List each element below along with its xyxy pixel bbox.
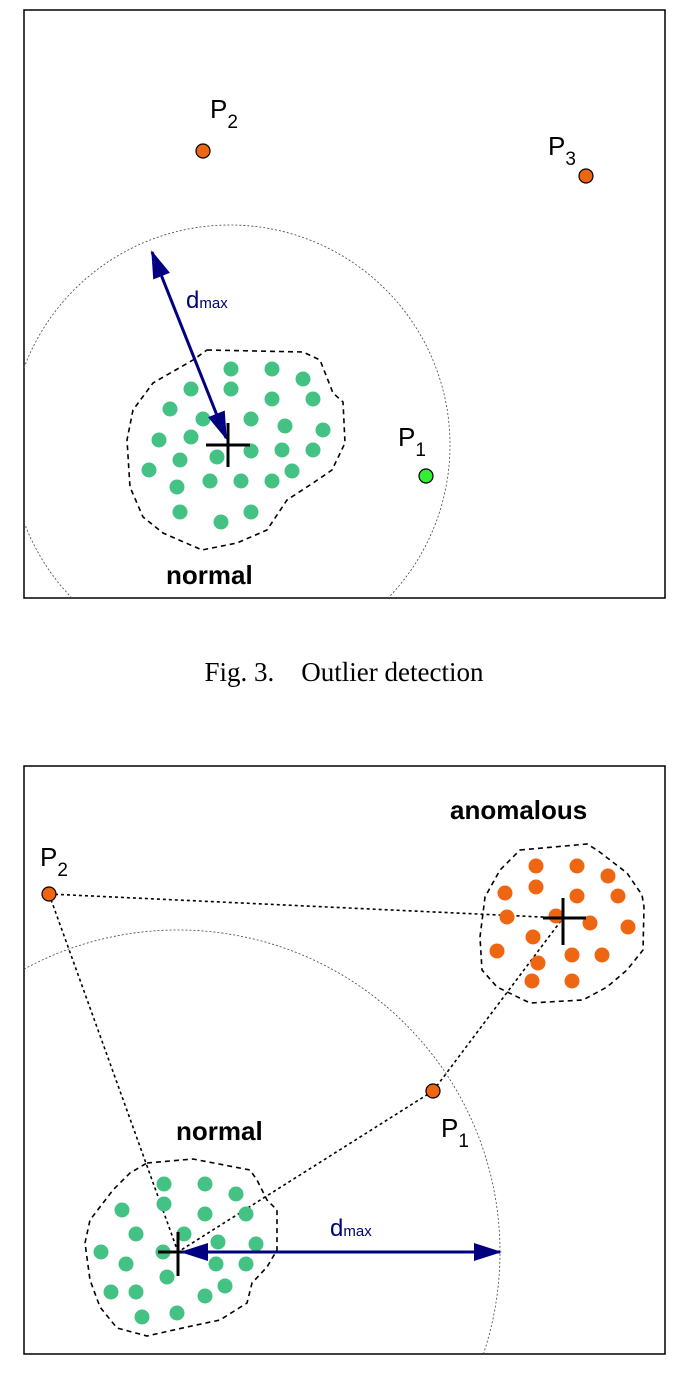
normal-data-point: [243, 443, 259, 459]
normal-data-point: [162, 401, 178, 417]
normal-data-point: [208, 1256, 224, 1272]
normal-data-point: [248, 1236, 264, 1252]
normal-data-point: [169, 1305, 185, 1321]
normal-data-point: [118, 1256, 134, 1272]
anomalous-data-point: [528, 858, 544, 874]
normal-data-point: [159, 1269, 175, 1285]
normal-data-point: [156, 1196, 172, 1212]
normal-data-point: [264, 473, 280, 489]
dmax-label: dmax: [330, 1215, 372, 1242]
normal-data-point: [264, 391, 280, 407]
normal-data-point: [213, 514, 229, 530]
normal-data-point: [284, 463, 300, 479]
normal-data-point: [141, 462, 157, 478]
normal-data-point: [169, 479, 185, 495]
anomalous-data-point: [600, 868, 616, 884]
point-p1: [425, 1083, 441, 1099]
normal-data-point: [223, 361, 239, 377]
normal-data-point: [151, 432, 167, 448]
normal-data-point: [305, 391, 321, 407]
point-p3-label: P3: [548, 131, 576, 170]
point-p1: [418, 468, 434, 484]
anomalous-data-point: [530, 955, 546, 971]
normal-data-point: [156, 1176, 172, 1192]
anomalous-data-point: [499, 909, 515, 925]
normal-data-point: [295, 371, 311, 387]
figure-frame: [23, 765, 666, 1355]
anomalous-cluster-label: anomalous: [450, 795, 587, 825]
normal-data-point: [128, 1226, 144, 1242]
normal-data-point: [128, 1284, 144, 1300]
normal-data-point: [134, 1309, 150, 1325]
cluster-center-cross-icon: [206, 423, 250, 467]
normal-data-point: [197, 1288, 213, 1304]
point-p3: [578, 168, 594, 184]
point-p1-label: P1: [398, 422, 426, 461]
point-p2: [195, 143, 211, 159]
normal-data-point: [243, 411, 259, 427]
dmax-arrow: [150, 250, 228, 440]
normal-data-point: [172, 452, 188, 468]
normal-data-point: [209, 449, 225, 465]
normal-data-point: [172, 504, 188, 520]
anomalous-cluster-boundary: [479, 843, 645, 1004]
normal-data-point: [176, 1226, 192, 1242]
anomalous-data-point: [525, 929, 541, 945]
anomalous-data-point: [489, 943, 505, 959]
figure-caption: Fig. 3. Outlier detection: [205, 657, 484, 687]
normal-data-point: [305, 442, 321, 458]
distance-lines: [48, 893, 564, 1253]
normal-data-point: [202, 473, 218, 489]
normal-data-point: [223, 381, 239, 397]
normal-data-point: [195, 411, 211, 427]
anomalous-center-cross-icon: [543, 898, 586, 945]
point-p1-label: P1: [441, 1113, 469, 1152]
figure-outlier-detection: dmax normal P2 P3 P1: [23, 9, 666, 599]
anomalous-data-point: [594, 947, 610, 963]
normal-data-point: [103, 1284, 119, 1300]
anomalous-data-point: [620, 919, 636, 935]
figure-anomaly-clusters: dmax normal anomalous P2 P1: [23, 765, 666, 1355]
normal-data-point: [217, 1278, 233, 1294]
anomalous-data-point: [564, 973, 580, 989]
dmax-radius-circle: [23, 224, 451, 599]
normal-data-point: [264, 361, 280, 377]
point-p2-label: P2: [210, 94, 238, 133]
normal-data-point: [197, 1176, 213, 1192]
anomalous-data-point: [528, 879, 544, 895]
figure-frame: [23, 9, 666, 599]
normal-data-point: [243, 504, 259, 520]
normal-cluster-label: normal: [176, 1116, 263, 1146]
normal-data-point: [228, 1186, 244, 1202]
point-p2-label: P2: [40, 842, 68, 881]
normal-data-point: [277, 418, 293, 434]
dmax-label: dmax: [186, 287, 228, 314]
normal-data-point: [238, 1256, 254, 1272]
anomalous-data-point: [564, 947, 580, 963]
normal-data-point: [315, 422, 331, 438]
anomalous-data-point: [569, 858, 585, 874]
anomalous-data-point: [569, 888, 585, 904]
normal-data-point: [274, 442, 290, 458]
anomalous-data-point: [582, 915, 598, 931]
dmax-radius-circle: [23, 929, 501, 1355]
anomalous-data-point: [548, 908, 564, 924]
normal-data-point: [114, 1202, 130, 1218]
normal-cluster-label: normal: [166, 560, 253, 590]
anomalous-data-point: [610, 888, 626, 904]
point-p2: [41, 886, 57, 902]
normal-data-point: [238, 1206, 254, 1222]
normal-data-point: [183, 429, 199, 445]
normal-data-point: [197, 1206, 213, 1222]
normal-data-point: [93, 1244, 109, 1260]
normal-data-point: [210, 1234, 226, 1250]
normal-data-point: [233, 473, 249, 489]
anomalous-cluster-points: [489, 858, 636, 989]
anomalous-data-point: [497, 885, 513, 901]
anomalous-data-point: [524, 973, 540, 989]
normal-data-point: [183, 381, 199, 397]
